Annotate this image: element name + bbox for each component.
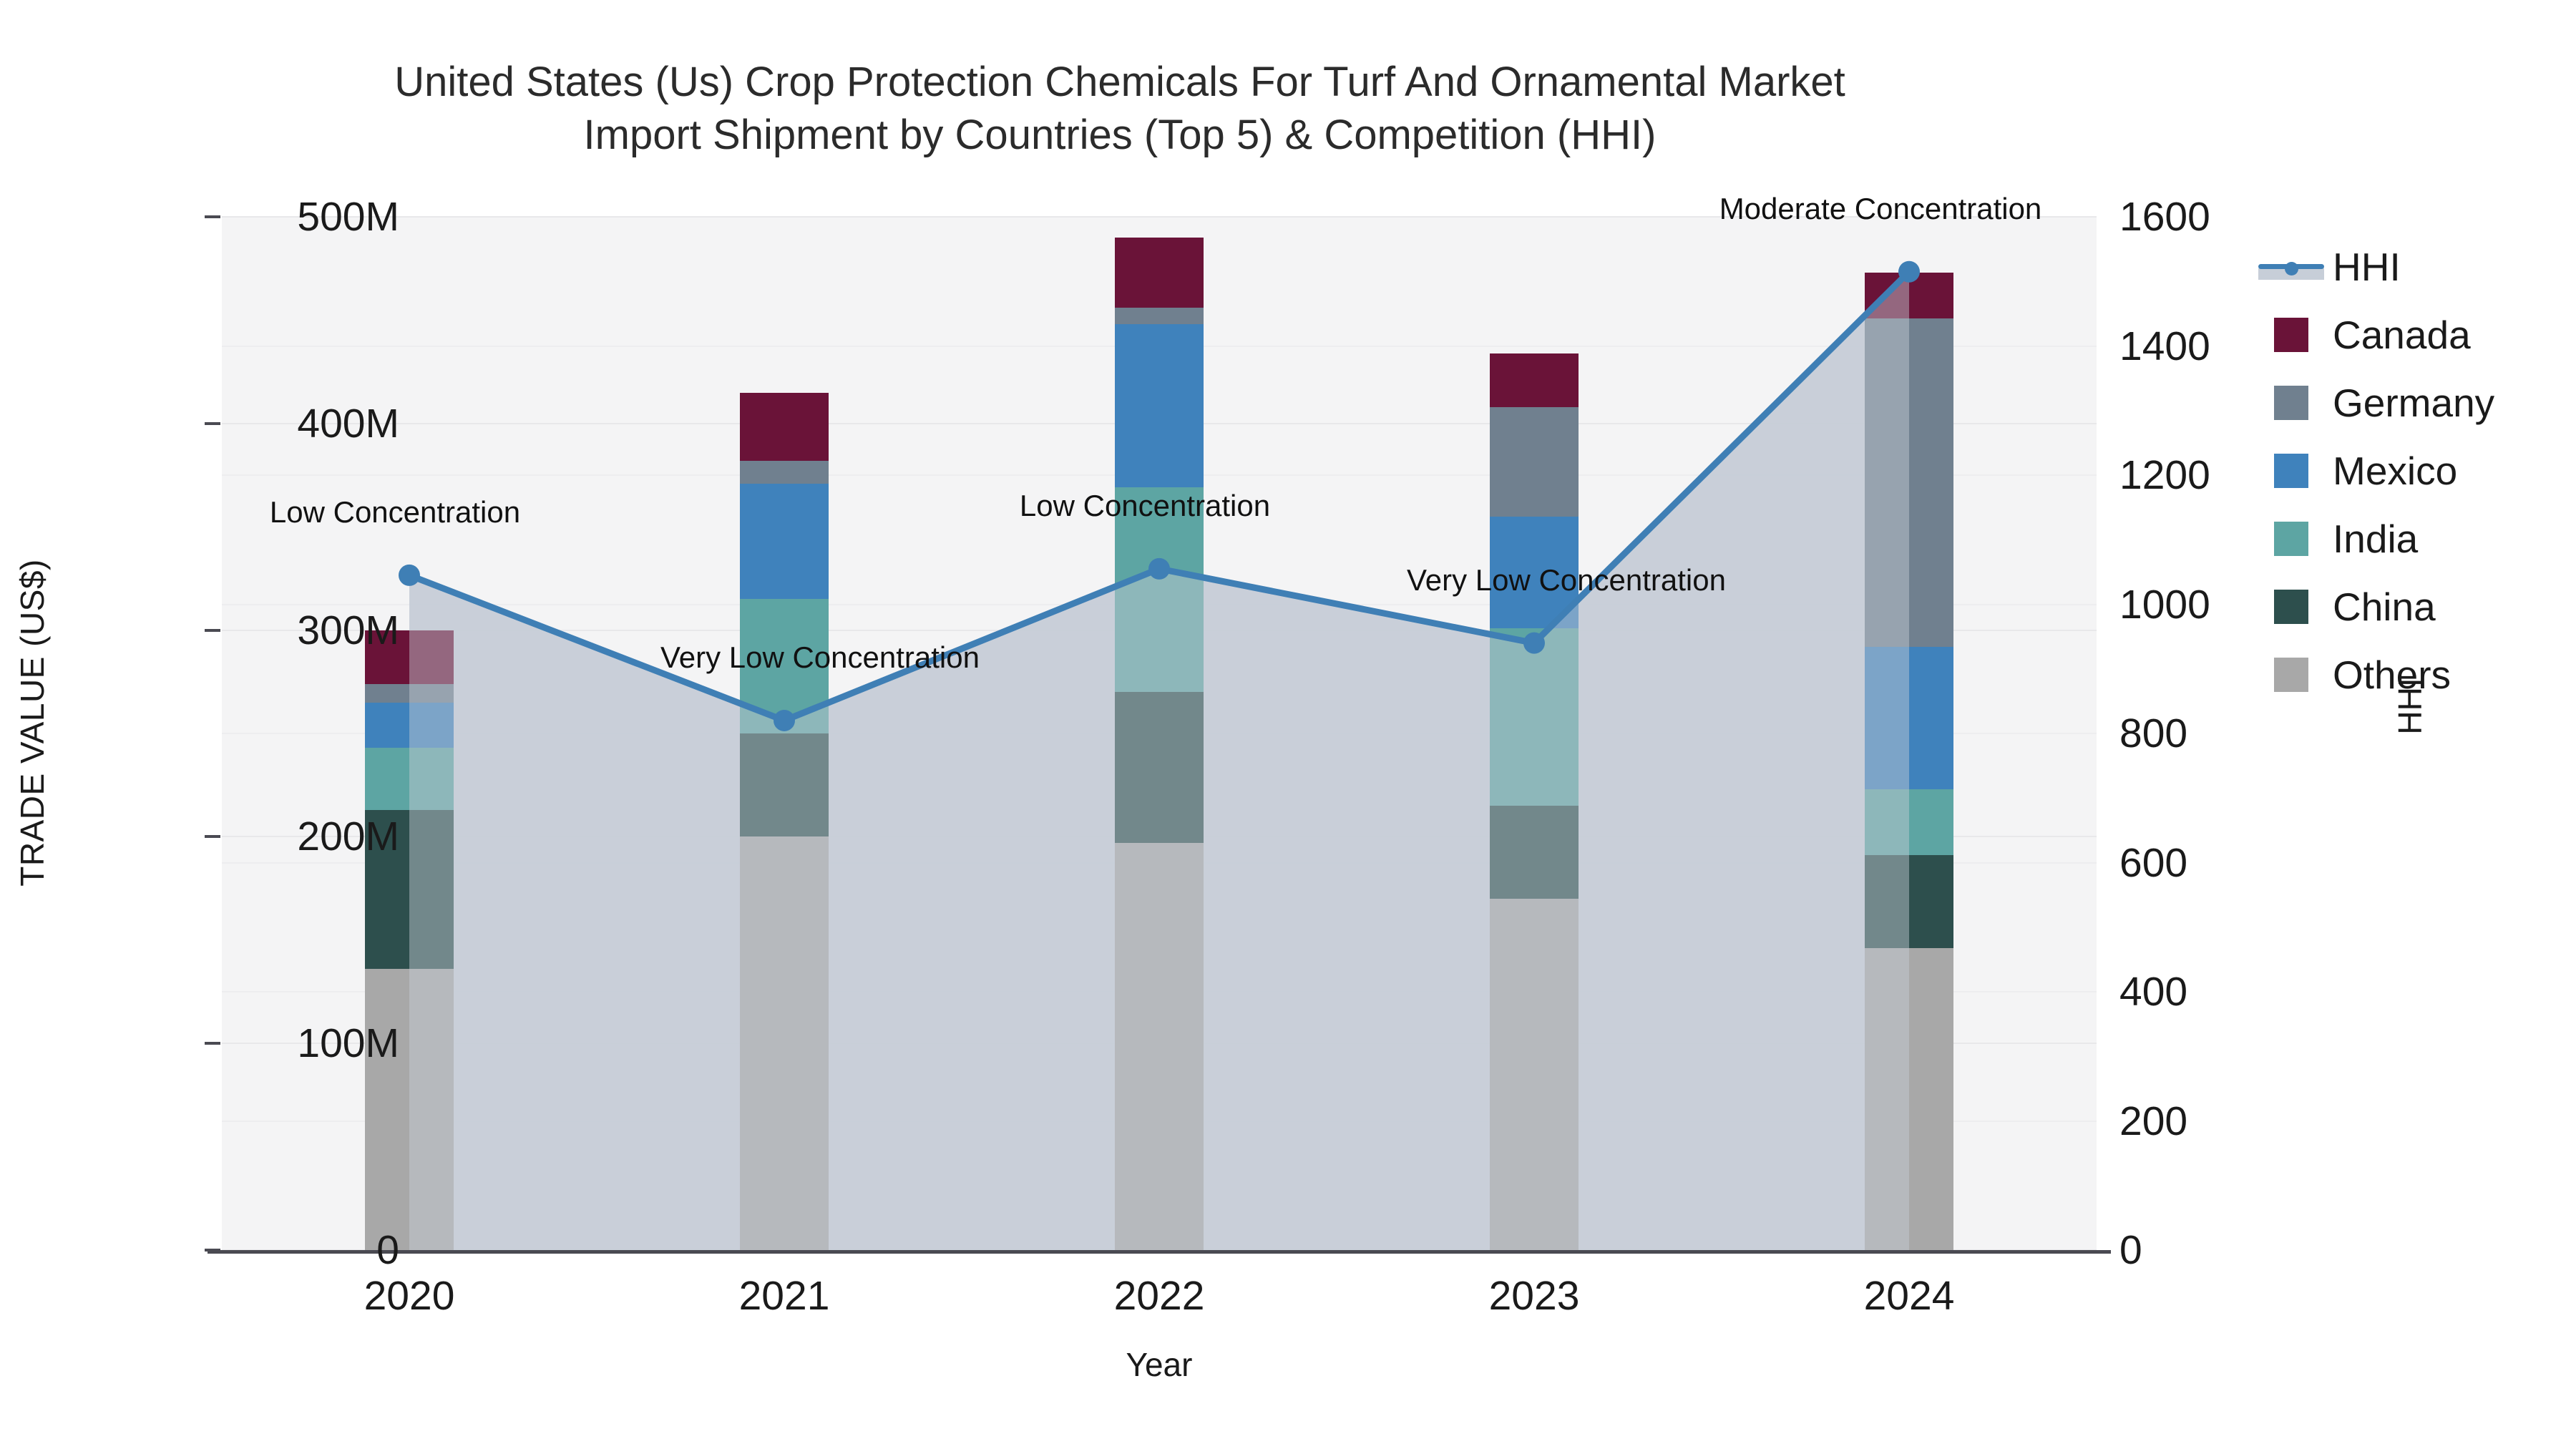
chart-title: United States (Us) Crop Protection Chemi… xyxy=(0,56,2240,162)
bar-segment-germany[interactable] xyxy=(1865,318,1953,647)
bar-segment-canada[interactable] xyxy=(1115,237,1204,308)
bar-segment-mexico[interactable] xyxy=(1115,324,1204,488)
concentration-annotation: Low Concentration xyxy=(269,494,521,529)
x-tick-label: 2024 xyxy=(1863,1273,1955,1319)
bar-segment-china[interactable] xyxy=(1490,806,1579,899)
concentration-annotation: Very Low Concentration xyxy=(660,640,980,674)
y-tick-label: 300M xyxy=(297,607,399,653)
concentration-annotation: Very Low Concentration xyxy=(1407,562,1726,597)
legend: HHI Canada Germany Mexico India China Others xyxy=(2258,233,2575,708)
y-tick-mark xyxy=(205,215,220,218)
x-tick-label: 2022 xyxy=(1113,1273,1205,1319)
legend-swatch-icon xyxy=(2274,657,2308,692)
y-axis-title: TRADE VALUE (US$) xyxy=(14,558,51,887)
legend-item-hhi[interactable]: HHI xyxy=(2258,233,2575,301)
chart-title-line-2: Import Shipment by Countries (Top 5) & C… xyxy=(583,112,1657,159)
bar-segment-china[interactable] xyxy=(1865,855,1953,949)
legend-line-marker-icon xyxy=(2258,250,2324,284)
legend-item-mexico[interactable]: Mexico xyxy=(2274,436,2575,504)
legend-item-others[interactable]: Others xyxy=(2274,640,2575,708)
bar-segment-others[interactable] xyxy=(1865,948,1953,1250)
secondary-y-tick-label: 1200 xyxy=(2119,452,2210,498)
chart-title-line-1: United States (Us) Crop Protection Chemi… xyxy=(394,59,1845,105)
y-tick-label: 400M xyxy=(297,400,399,447)
x-axis-title: Year xyxy=(1126,1346,1193,1383)
legend-label: HHI xyxy=(2333,244,2401,289)
bar-segment-china[interactable] xyxy=(1115,692,1204,844)
bar-segment-china[interactable] xyxy=(740,733,829,837)
bar-segment-india[interactable] xyxy=(365,748,454,810)
bar-segment-mexico[interactable] xyxy=(365,702,454,748)
y-tick-mark xyxy=(205,835,220,839)
x-axis-line xyxy=(208,1250,2111,1254)
legend-label: Others xyxy=(2333,652,2451,697)
y-tick-label: 100M xyxy=(297,1020,399,1067)
y-tick-label: 200M xyxy=(297,814,399,860)
x-tick-label: 2020 xyxy=(364,1273,455,1319)
x-tick-label: 2023 xyxy=(1488,1273,1580,1319)
y-tick-mark xyxy=(205,1042,220,1045)
secondary-y-tick-label: 1600 xyxy=(2119,194,2210,240)
bar-segment-canada[interactable] xyxy=(1490,353,1579,407)
bar-segment-canada[interactable] xyxy=(740,392,829,461)
secondary-y-tick-label: 1000 xyxy=(2119,581,2210,628)
bar-segment-mexico[interactable] xyxy=(740,483,829,600)
legend-label: China xyxy=(2333,584,2436,629)
secondary-y-tick-label: 200 xyxy=(2119,1098,2188,1144)
legend-swatch-icon xyxy=(2274,453,2308,488)
bar-segment-germany[interactable] xyxy=(365,683,454,703)
legend-item-china[interactable]: China xyxy=(2274,572,2575,640)
bar-segment-mexico[interactable] xyxy=(1865,646,1953,789)
bar-segment-others[interactable] xyxy=(1490,899,1579,1250)
y-tick-mark xyxy=(205,628,220,632)
legend-swatch-icon xyxy=(2274,385,2308,420)
bar-segment-germany[interactable] xyxy=(1490,406,1579,517)
legend-label: Canada xyxy=(2333,312,2471,357)
x-tick-label: 2021 xyxy=(738,1273,830,1319)
legend-label: Germany xyxy=(2333,380,2495,425)
secondary-y-tick-label: 400 xyxy=(2119,969,2188,1015)
plot-area: Low Concentration Very Low Concentration L… xyxy=(222,192,2097,1251)
bar-segment-china[interactable] xyxy=(365,809,454,970)
concentration-annotation: Moderate Concentration xyxy=(1719,191,2042,225)
y-tick-mark xyxy=(205,1249,220,1252)
y-tick-label: 500M xyxy=(297,194,399,240)
bar-segment-germany[interactable] xyxy=(1115,308,1204,325)
legend-item-germany[interactable]: Germany xyxy=(2274,369,2575,436)
bar-segment-others[interactable] xyxy=(1115,843,1204,1250)
bar-segment-india[interactable] xyxy=(1490,628,1579,806)
legend-item-india[interactable]: India xyxy=(2274,504,2575,572)
legend-swatch-icon xyxy=(2274,589,2308,624)
bar-segment-germany[interactable] xyxy=(740,460,829,484)
legend-swatch-icon xyxy=(2274,317,2308,352)
legend-item-canada[interactable]: Canada xyxy=(2274,301,2575,369)
bar-segment-others[interactable] xyxy=(740,836,829,1250)
bar-segment-others[interactable] xyxy=(365,969,454,1250)
bar-segment-canada[interactable] xyxy=(1865,272,1953,318)
bar-segment-india[interactable] xyxy=(1865,789,1953,856)
legend-swatch-icon xyxy=(2274,521,2308,556)
gridline xyxy=(222,216,2097,218)
y-tick-label: 0 xyxy=(376,1227,399,1273)
secondary-y-tick-label: 1400 xyxy=(2119,323,2210,369)
legend-label: India xyxy=(2333,516,2419,561)
legend-label: Mexico xyxy=(2333,448,2458,493)
y-tick-mark xyxy=(205,421,220,425)
secondary-y-tick-label: 800 xyxy=(2119,711,2188,756)
concentration-annotation: Low Concentration xyxy=(1019,488,1271,522)
secondary-y-tick-label: 600 xyxy=(2119,839,2188,886)
secondary-y-tick-label: 0 xyxy=(2119,1227,2142,1273)
